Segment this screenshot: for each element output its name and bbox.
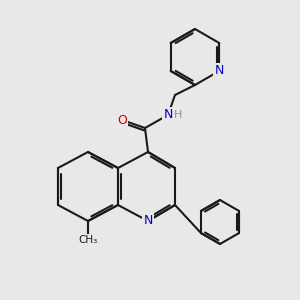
Text: H: H [174, 110, 182, 120]
Text: CH₃: CH₃ [78, 235, 98, 245]
Text: O: O [117, 113, 127, 127]
Text: N: N [214, 64, 224, 77]
Text: N: N [143, 214, 153, 227]
Text: N: N [163, 109, 173, 122]
